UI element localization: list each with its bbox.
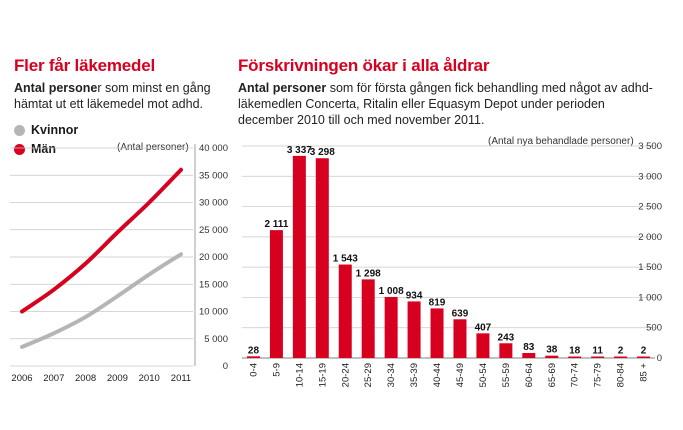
bar-x-tick-label: 70-74 [570,363,581,387]
bar-value-label: 639 [452,308,469,319]
left-y-tick-label: 0 [223,361,228,372]
right-chart-title: Förskrivningen ökar i alla åldrar [238,56,490,75]
bar-85 + [637,356,651,358]
bar-x-tick-label: 20-24 [340,363,351,387]
left-y-tick-label: 35 000 [199,170,228,181]
left-x-tick-label: 2008 [75,373,96,384]
bar-x-tick-label: 50-54 [478,363,489,387]
left-y-tick-label: 40 000 [199,143,228,154]
left-chart-description: Antal personer som minst en gång hämtat … [14,80,229,112]
left-lead-bold: Antal persone [14,81,98,95]
right-lead-text: som för första gången fick behandling me… [238,81,653,127]
right-y-tick-label: 2 000 [638,232,662,243]
bar-value-label: 819 [429,297,446,308]
line-series-kvinnor [20,252,183,349]
line-series-man [20,167,183,314]
legend-item-man: Män [14,142,56,156]
bar-value-label: 2 [618,346,624,357]
bar-15-19 [315,158,329,358]
bar-value-label: 83 [523,342,535,353]
bar-x-tick-label: 75-79 [593,363,604,387]
right-y-tick-label: 0 [657,353,662,364]
left-y-tick-label: 20 000 [199,252,228,263]
left-y-tick-label: 10 000 [199,307,228,318]
legend-label-kvinnor: Kvinnor [31,123,79,137]
legend-swatch-man [14,143,25,155]
bar-x-tick-label: 40-44 [432,363,443,387]
left-y-tick-label: 30 000 [199,198,228,209]
left-y-tick-label: 15 000 [199,279,228,290]
right-y-tick-label: 1 500 [638,262,662,273]
bar-55-59 [499,343,513,358]
bar-x-tick-label: 30-34 [386,363,397,387]
right-y-tick-label: 2 500 [638,202,662,213]
bar-value-label: 2 [641,346,647,357]
legend-swatch-kvinnor [14,124,25,136]
bar-value-label: 2 111 [264,219,288,230]
bar-value-label: 3 298 [310,147,335,158]
bar-20-24 [338,264,352,358]
right-chart-description: Antal personer som för första gången fic… [238,80,658,128]
left-lead-text: r som minst en gång hämtat ut ett läkeme… [14,81,211,111]
bar-x-tick-label: 10-14 [294,363,305,387]
bar-80-84 [614,356,628,358]
right-y-tick-label: 1 000 [638,292,662,303]
right-y-tick-label: 3 500 [638,141,662,152]
right-unit-label: (Antal nya behandlade personer) [488,136,634,147]
bar-value-label: 243 [498,332,515,343]
bar-value-label: 11 [592,346,603,357]
left-x-tick-label: 2009 [107,373,128,384]
right-y-tick-label: 3 000 [638,171,662,182]
left-y-tick-label: 5 000 [204,334,228,345]
bar-10-14 [292,155,306,358]
bar-x-tick-label: 25-29 [363,363,374,387]
bar-0-4 [246,356,260,358]
bar-x-tick-label: 65-69 [547,363,558,387]
bar-35-39 [407,301,421,358]
bar-70-74 [568,356,582,358]
bar-x-tick-label: 80-84 [616,363,627,387]
left-x-tick-label: 2010 [139,373,160,384]
bar-value-label: 407 [475,322,492,333]
bar-x-tick-label: 60-64 [524,363,535,387]
bar-value-label: 1 008 [379,286,404,297]
bar-x-tick-label: 45-49 [455,363,466,387]
left-x-tick-label: 2006 [11,373,32,384]
bar-x-tick-label: 15-19 [317,363,328,387]
bar-x-tick-label: 55-59 [501,363,512,387]
bar-value-label: 38 [546,345,558,356]
left-x-tick-label: 2007 [43,373,64,384]
left-x-tick-label: 2011 [171,373,191,384]
bar-value-label: 934 [406,290,423,301]
bar-value-label: 28 [248,345,260,356]
bar-60-64 [522,352,536,358]
right-lead-bold: Antal personer [238,81,327,95]
bar-x-tick-label: 0-4 [248,363,259,377]
bar-x-tick-label: 5-9 [271,363,282,377]
left-unit-label: (Antal personer) [117,142,189,153]
bar-40-44 [430,308,444,358]
bar-25-29 [361,279,375,358]
bar-65-69 [545,355,559,358]
bar-x-tick-label: 35-39 [409,363,420,387]
legend-item-kvinnor: Kvinnor [14,123,78,137]
bar-x-tick-label: 85 + [639,363,650,382]
legend-label-man: Män [31,142,56,156]
bar-value-label: 18 [569,346,581,357]
bar-value-label: 3 337 [287,145,312,156]
bar-45-49 [453,319,467,358]
bar-30-34 [384,296,398,358]
bar-5-9 [269,230,283,358]
bar-value-label: 1 298 [356,268,381,279]
left-y-tick-label: 25 000 [199,225,228,236]
bar-75-79 [591,356,605,358]
right-y-tick-label: 500 [646,323,662,334]
left-chart-title: Fler får läkemedel [14,56,155,75]
bar-value-label: 1 543 [333,254,358,265]
bar-50-54 [476,333,490,358]
